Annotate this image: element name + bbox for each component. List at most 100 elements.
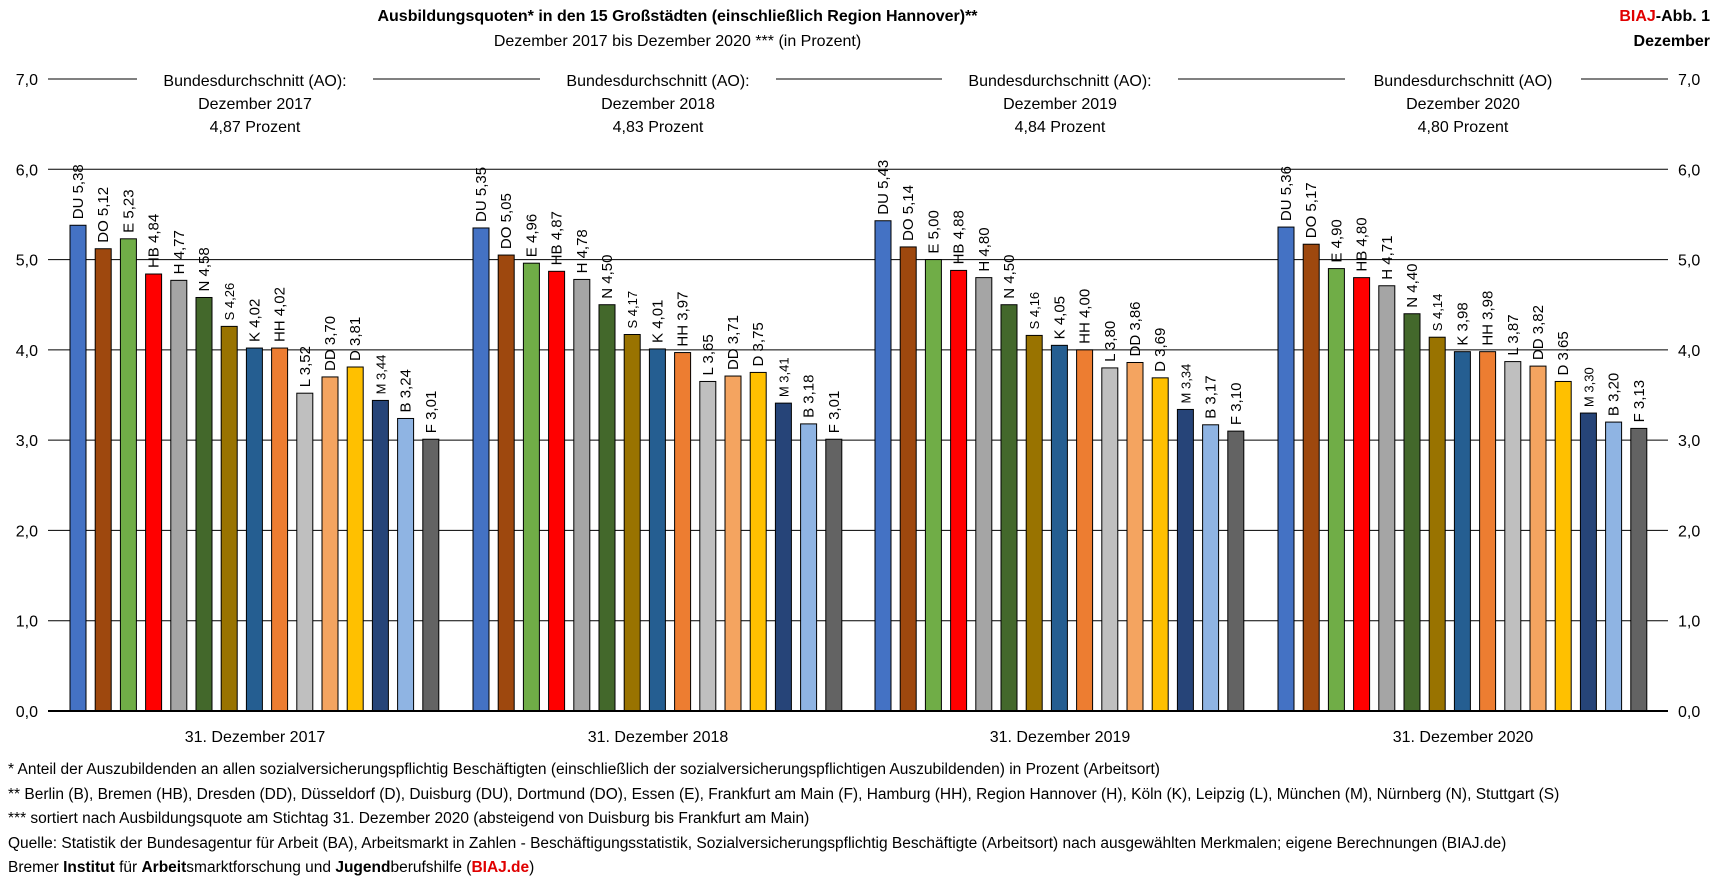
average-label-1: Bundesdurchschnitt (AO): [566,73,749,90]
footnote-3: *** sortiert nach Ausbildungsquote am St… [8,810,810,827]
footer-part: Bremer [8,859,64,876]
bar-n-3 [1403,313,1421,712]
bar-value-label: L 3,87 [1505,314,1522,355]
bar-value-label: L 3,65 [700,334,717,375]
bar-b-3 [1605,421,1623,712]
bar-l-0 [296,392,314,712]
bar-hh-3 [1479,351,1497,712]
bar-f-3 [1630,427,1648,712]
bar-value-label: F 3,10 [1228,383,1245,426]
bar-n-0 [195,296,213,712]
bar-d-1 [749,371,767,712]
bar-dd-2 [1126,361,1144,712]
figure-number: -Abb. 1 [1655,8,1710,25]
bar-hh-0 [271,347,289,712]
footnote-2: ** Berlin (B), Bremen (HB), Dresden (DD)… [8,785,1560,803]
bar-k-1 [648,348,666,712]
bar-value-label: E 4,96 [523,214,540,257]
bar-value-label: HB 4,88 [951,210,968,264]
x-category-label: 31. Dezember 2017 [185,729,326,746]
bar-value-label: D 3,69 [1152,328,1169,372]
footer-part: ) [529,859,535,876]
bar-do-3 [1302,243,1320,712]
average-label-2: 4,84 Prozent [1015,119,1106,136]
average-label-0: Dezember 2017 [198,96,312,113]
bar-do-2 [899,246,917,712]
bar-value-label: K 3,98 [1454,302,1471,345]
bar-value-label: DO 5,14 [900,185,917,241]
y-tick-label-right: 4,0 [1678,343,1700,360]
bar-s-2 [1025,334,1043,712]
bar-chart: 0,0 0,0 1,0 1,0 2,0 2,0 3,0 3,0 4,0 4,0 5,0 5,0 6,0 6… [16,72,1701,746]
bar-value-label: DD 3,70 [322,316,339,371]
bar-b-2 [1202,424,1220,712]
bar-value-label: S 4,14 [1430,294,1445,332]
bar-value-label: HB 4,84 [146,214,163,268]
y-tick-label-left: 6,0 [16,162,38,179]
y-tick-label-right: 6,0 [1678,162,1700,179]
bar-value-label: N 4,40 [1404,264,1421,308]
bar-hb-3 [1353,277,1371,712]
bar-value-label: DU 5,35 [473,167,490,222]
footer-link-biaj[interactable]: BIAJ.de [471,859,530,876]
bar-value-label: L 3,52 [297,346,314,387]
bar-d-3 [1554,380,1572,712]
brand-biaj: BIAJ [1619,8,1656,25]
bar-value-label: HH 3,97 [675,292,692,347]
bar-value-label: F 3,13 [1631,380,1648,423]
bar-dd-0 [321,376,339,712]
bar-b-0 [397,417,415,712]
bar-f-2 [1227,430,1245,712]
y-tick-label-right: 5,0 [1678,253,1700,270]
bar-k-0 [245,347,263,712]
bar-value-label: S 4,26 [222,283,237,321]
bar-e-3 [1327,268,1345,712]
average-label-3: 4,80 Prozent [1418,119,1509,136]
average-label-0: 4,87 Prozent [210,119,301,136]
bar-h-3 [1378,285,1396,712]
y-tick-label-left: 2,0 [16,523,38,540]
x-category-label: 31. Dezember 2019 [990,729,1131,746]
footnotes: * Anteil der Auszubildenden an allen soz… [8,758,1559,881]
bar-value-label: B 3,18 [801,375,818,418]
footer-credit: Bremer Institut für Arbeitsmarktforschun… [8,856,1559,881]
bar-value-label: DO 5,17 [1303,182,1320,238]
bar-value-label: N 4,58 [196,247,213,291]
y-tick-label-right: 2,0 [1678,523,1700,540]
bar-k-3 [1453,351,1471,712]
bar-du-2 [874,220,892,712]
y-tick-label-right: 7,0 [1678,72,1700,89]
bar-n-1 [598,304,616,712]
bar-hb-0 [145,273,163,712]
bar-d-0 [346,366,364,712]
bar-value-label: E 4,90 [1328,219,1345,262]
footnote-1: * Anteil der Auszubildenden an allen soz… [8,761,1160,778]
bar-value-label: N 4,50 [1001,255,1018,299]
x-category-label: 31. Dezember 2018 [588,729,729,746]
average-label-0: Bundesdurchschnitt (AO): [163,73,346,90]
average-label-2: Bundesdurchschnitt (AO): [968,73,1151,90]
bar-value-label: DD 3,86 [1127,301,1144,356]
figure-label: BIAJ-Abb. 1 [1619,8,1710,26]
bar-k-2 [1050,344,1068,712]
bar-l-3 [1504,361,1522,712]
bar-value-label: DU 5,43 [875,160,892,215]
y-tick-label-left: 1,0 [16,614,38,631]
y-tick-label-left: 4,0 [16,343,38,360]
average-label-2: Dezember 2019 [1003,96,1117,113]
footer-part: Jugend [335,859,391,876]
bar-du-1 [472,227,490,712]
bar-value-label: DO 5,12 [95,187,112,243]
bar-value-label: DU 5,38 [70,164,87,219]
bar-value-label: F 3,01 [423,391,440,434]
y-tick-label-left: 0,0 [16,704,38,721]
bar-h-1 [573,278,591,712]
bar-du-0 [69,224,87,712]
bar-value-label: H 4,71 [1379,236,1396,280]
bar-hh-2 [1076,349,1094,712]
bar-l-1 [699,380,717,712]
bar-value-label: M 3,30 [1581,367,1596,407]
bar-s-1 [623,334,641,712]
bar-value-label: L 3,80 [1102,321,1119,362]
bar-m-2 [1176,408,1194,712]
